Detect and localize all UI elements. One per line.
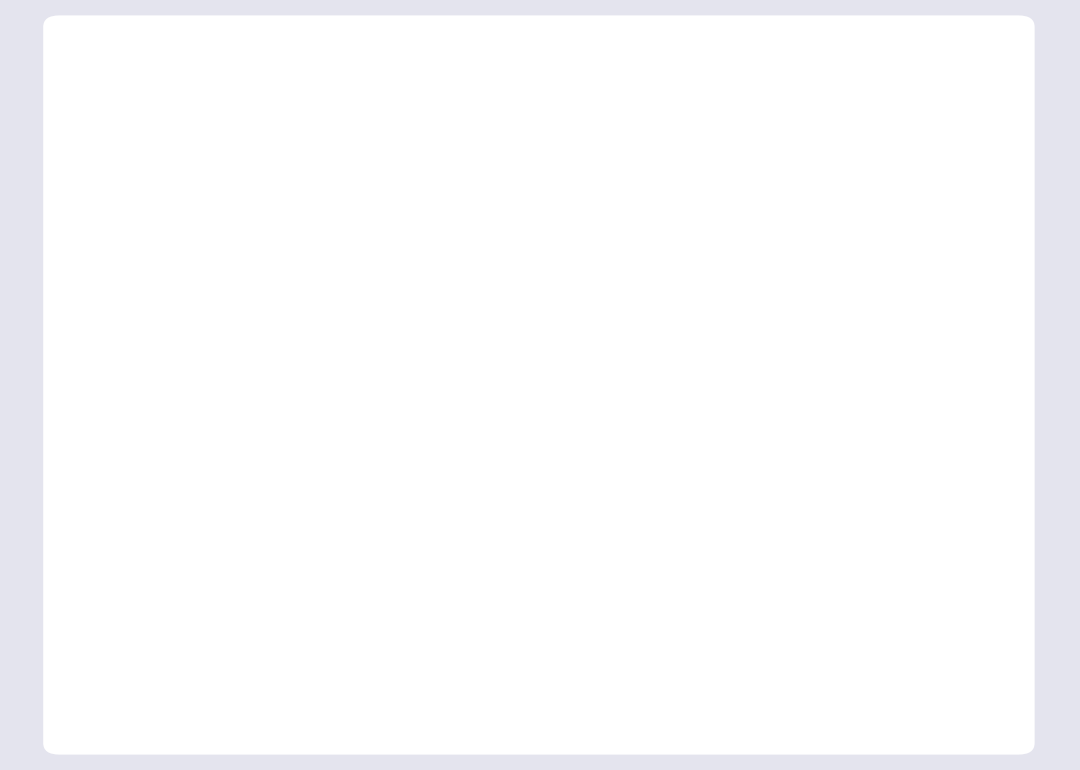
Text: ------------- compressor follows: ------------- compressor follows — [316, 141, 926, 182]
Text: an isentropic process.: an isentropic process. — [369, 360, 765, 394]
Text: an isothermal process.: an isothermal process. — [362, 460, 772, 494]
Text: an adiabatic process: an adiabatic process — [380, 561, 754, 594]
Text: an isotropic process.: an isotropic process. — [381, 260, 753, 294]
Text: The refrigerant leaving the   .7: The refrigerant leaving the .7 — [328, 75, 968, 117]
